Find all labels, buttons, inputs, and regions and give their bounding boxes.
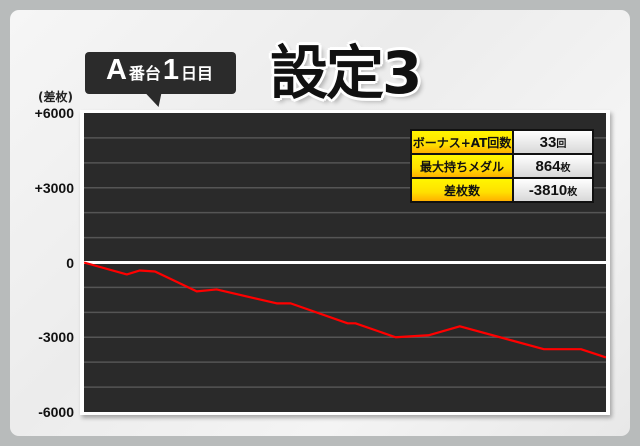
stat-label: 最大持ちメダル	[410, 153, 514, 179]
machine-day-label: A 番台 1 日目	[85, 52, 236, 94]
day-suffix: 日目	[181, 64, 214, 83]
machine-letter: A	[105, 54, 127, 86]
machine-suffix: 番台	[128, 64, 161, 83]
stats-row: ボーナス+AT回数 33回	[410, 129, 594, 155]
stat-label: ボーナス+AT回数	[410, 129, 514, 155]
stat-value: 33回	[512, 129, 594, 155]
y-tick-label: +3000	[34, 179, 74, 196]
stat-label: 差枚数	[410, 177, 514, 203]
stats-row: 差枚数 -3810枚	[410, 177, 594, 203]
y-tick-label: -3000	[38, 329, 74, 346]
day-number: 1	[162, 54, 180, 86]
y-tick-label: +6000	[34, 105, 74, 121]
y-axis-label: (差枚)	[38, 90, 73, 104]
stat-value: -3810枚	[512, 177, 594, 203]
stats-row: 最大持ちメダル 864枚	[410, 153, 594, 179]
stat-value: 864枚	[512, 153, 594, 179]
series-line	[84, 261, 606, 359]
line-chart	[84, 113, 606, 412]
y-tick-label: 0	[66, 254, 74, 271]
setting-title: 設定3	[270, 39, 422, 107]
stats-table: ボーナス+AT回数 33回 最大持ちメダル 864枚 差枚数 -3810枚	[410, 129, 594, 203]
y-tick-label: -6000	[38, 404, 74, 420]
